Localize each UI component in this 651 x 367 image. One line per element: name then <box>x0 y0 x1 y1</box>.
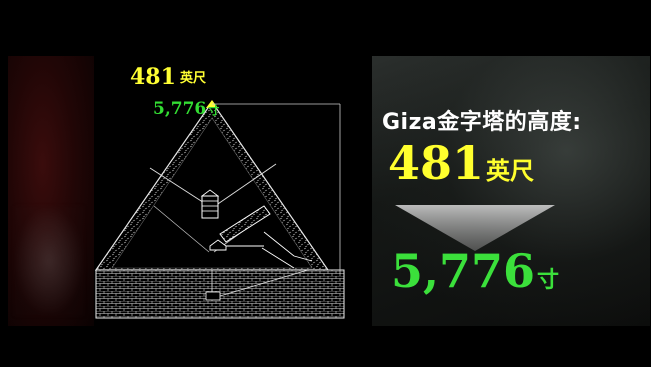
pyramid-feet-unit: 英尺 <box>179 71 206 86</box>
big-feet-value: 481 <box>388 136 485 190</box>
pyramid-cun-unit: 寸 <box>208 104 220 117</box>
big-cun-unit: 寸 <box>537 267 560 293</box>
right-background-panel <box>372 56 650 326</box>
blurred-figure <box>14 206 84 316</box>
big-cun-label: 5,776寸 <box>391 248 559 294</box>
height-title: Giza金字塔的高度: <box>382 110 582 135</box>
pyramid-diagram-panel <box>94 56 346 326</box>
big-feet-label: 481英尺 <box>388 140 534 186</box>
big-feet-unit: 英尺 <box>486 156 535 185</box>
pyramid-feet-value: 481 <box>130 64 176 90</box>
pyramid-cross-section <box>94 100 345 319</box>
down-arrow-icon <box>395 205 555 251</box>
pyramid-cun-label: 5,776 寸 <box>153 101 219 118</box>
pyramid-feet-label: 481 英尺 <box>130 66 206 88</box>
big-cun-value: 5,776 <box>391 244 536 298</box>
pyramid-cun-value: 5,776 <box>153 99 207 119</box>
left-background-image <box>8 56 94 326</box>
